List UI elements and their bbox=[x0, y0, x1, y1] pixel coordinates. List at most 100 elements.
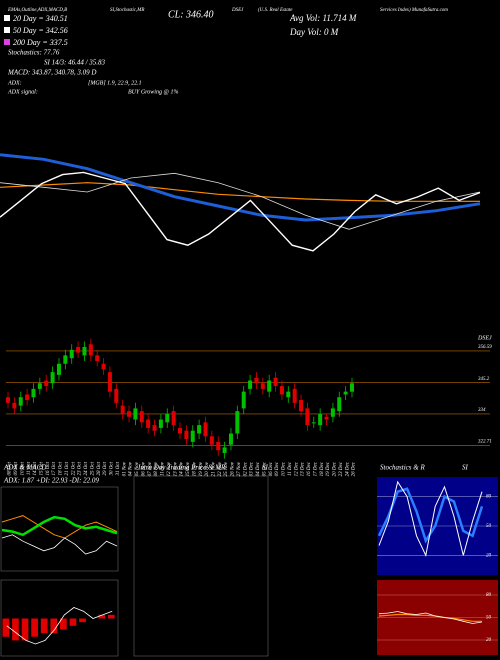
candle-body bbox=[216, 441, 221, 451]
candle-body bbox=[184, 430, 189, 440]
adx: [MGB] 1.9, 22.9, 22.1 bbox=[88, 80, 142, 86]
candle-body bbox=[25, 394, 30, 401]
y-tick-label: 20 bbox=[486, 638, 492, 643]
x-tick-label: 12 Dec bbox=[294, 461, 299, 476]
x-tick-label: 04 Nov bbox=[129, 461, 134, 476]
x-tick-label: 14 Oct bbox=[33, 461, 38, 475]
line bbox=[0, 172, 481, 230]
legend-swatch bbox=[4, 39, 10, 45]
candle-body bbox=[292, 388, 297, 403]
candle-body bbox=[248, 380, 253, 389]
x-tick-label: 18 Oct bbox=[59, 461, 64, 475]
x-tick-label: 06 Dec bbox=[269, 461, 274, 476]
macd: MACD: 343.87, 340.78, 3.09 D bbox=[7, 69, 96, 77]
panel-frame bbox=[133, 475, 269, 657]
candle-body bbox=[12, 402, 17, 409]
x-tick-label: 15 Oct bbox=[39, 461, 44, 475]
candle-body bbox=[6, 397, 10, 403]
line bbox=[378, 611, 483, 624]
panel-frame bbox=[0, 486, 119, 572]
x-tick-label: 03 Dec bbox=[250, 461, 255, 476]
x-tick-label: 28 Oct bbox=[97, 461, 102, 475]
candle-body bbox=[260, 383, 265, 389]
candle-body bbox=[337, 397, 342, 412]
y-tick-label: 50 bbox=[486, 524, 492, 529]
candle-body bbox=[107, 372, 112, 392]
macd-bar bbox=[79, 618, 86, 623]
macd-bar bbox=[21, 618, 29, 641]
panel-title: Stochastics & R bbox=[380, 464, 425, 472]
x-tick-label: 13 Dec bbox=[301, 461, 306, 476]
x-tick-label: 23 Dec bbox=[339, 461, 344, 476]
x-tick-label: 21 Nov bbox=[211, 461, 216, 476]
x-tick-label: 06 Nov bbox=[141, 461, 146, 476]
candle-body bbox=[241, 391, 246, 409]
candle-body bbox=[44, 380, 49, 387]
candle-body bbox=[120, 405, 125, 414]
candle-body bbox=[88, 344, 93, 356]
candle-body bbox=[158, 419, 163, 428]
tags: EMAs,Outline,ADX,MACD,B bbox=[7, 8, 67, 13]
x-tick-label: 26 Nov bbox=[231, 461, 236, 476]
legend-swatch bbox=[4, 15, 10, 21]
x-tick-label: 09 Oct bbox=[14, 461, 19, 475]
x-tick-label: 18 Nov bbox=[192, 461, 197, 476]
symbol: DSEJ bbox=[231, 8, 244, 13]
candle-body bbox=[31, 388, 36, 398]
x-tick-label: 08 Nov bbox=[154, 461, 159, 476]
x-tick-label: 07 Nov bbox=[148, 461, 153, 476]
macd-bar bbox=[69, 618, 77, 626]
candle-body bbox=[18, 397, 23, 406]
x-tick-label: 04 Dec bbox=[256, 461, 261, 476]
stoch: Stochastics: 77.76 bbox=[8, 49, 60, 57]
candle-body bbox=[101, 363, 106, 370]
line bbox=[0, 153, 481, 222]
y-tick-label: 356.59 bbox=[478, 345, 492, 350]
line bbox=[378, 613, 482, 622]
x-tick-label: 02 Dec bbox=[243, 461, 248, 476]
macd-bar bbox=[31, 618, 38, 637]
y-tick-label: 80 bbox=[486, 495, 492, 500]
candle-body bbox=[203, 422, 208, 437]
x-tick-label: 16 Dec bbox=[307, 461, 312, 476]
x-tick-label: 08 Oct bbox=[8, 461, 13, 475]
line bbox=[0, 182, 480, 202]
candle-body bbox=[311, 422, 316, 424]
day-vol: Day Vol: 0 M bbox=[289, 27, 339, 37]
x-tick-label: 25 Nov bbox=[224, 461, 229, 476]
si: SI 14/3: 46.44 / 35.83 bbox=[44, 59, 106, 67]
macd-bar bbox=[50, 618, 58, 634]
x-tick-label: 27 Nov bbox=[237, 461, 242, 476]
candle-body bbox=[343, 391, 348, 395]
candle-body bbox=[197, 425, 202, 434]
ema: 50 Day = 342.56 bbox=[13, 26, 68, 35]
x-tick-label: 19 Nov bbox=[199, 461, 204, 476]
candle-body bbox=[209, 436, 214, 445]
line bbox=[1, 515, 118, 539]
macd-bar bbox=[2, 618, 10, 637]
x-tick-label: 19 Dec bbox=[326, 461, 331, 476]
x-tick-label: 30 Oct bbox=[110, 461, 115, 475]
x-tick-label: 09 Dec bbox=[275, 461, 280, 476]
x-tick-label: 22 Oct bbox=[71, 461, 76, 475]
macd-bar bbox=[107, 614, 115, 619]
y-tick-label: 322.71 bbox=[478, 440, 492, 445]
x-tick-label: 24 Dec bbox=[345, 461, 350, 476]
x-tick-label: 29 Oct bbox=[103, 461, 108, 475]
x-tick-label: 10 Dec bbox=[282, 461, 287, 476]
macd-bar bbox=[12, 618, 19, 641]
x-tick-label: 11 Dec bbox=[288, 461, 293, 476]
candle-body bbox=[273, 377, 278, 387]
candle-body bbox=[286, 391, 291, 398]
panel-title: SI bbox=[262, 464, 269, 472]
x-tick-label: 17 Oct bbox=[52, 461, 57, 475]
x-tick-label: 12 Nov bbox=[167, 461, 172, 476]
candle-body bbox=[350, 383, 354, 392]
candle-body bbox=[305, 408, 310, 426]
candle-body bbox=[190, 430, 195, 442]
x-tick-label: 22 Nov bbox=[218, 461, 223, 476]
x-tick-label: 25 Oct bbox=[90, 461, 95, 475]
candle-body bbox=[114, 388, 119, 403]
